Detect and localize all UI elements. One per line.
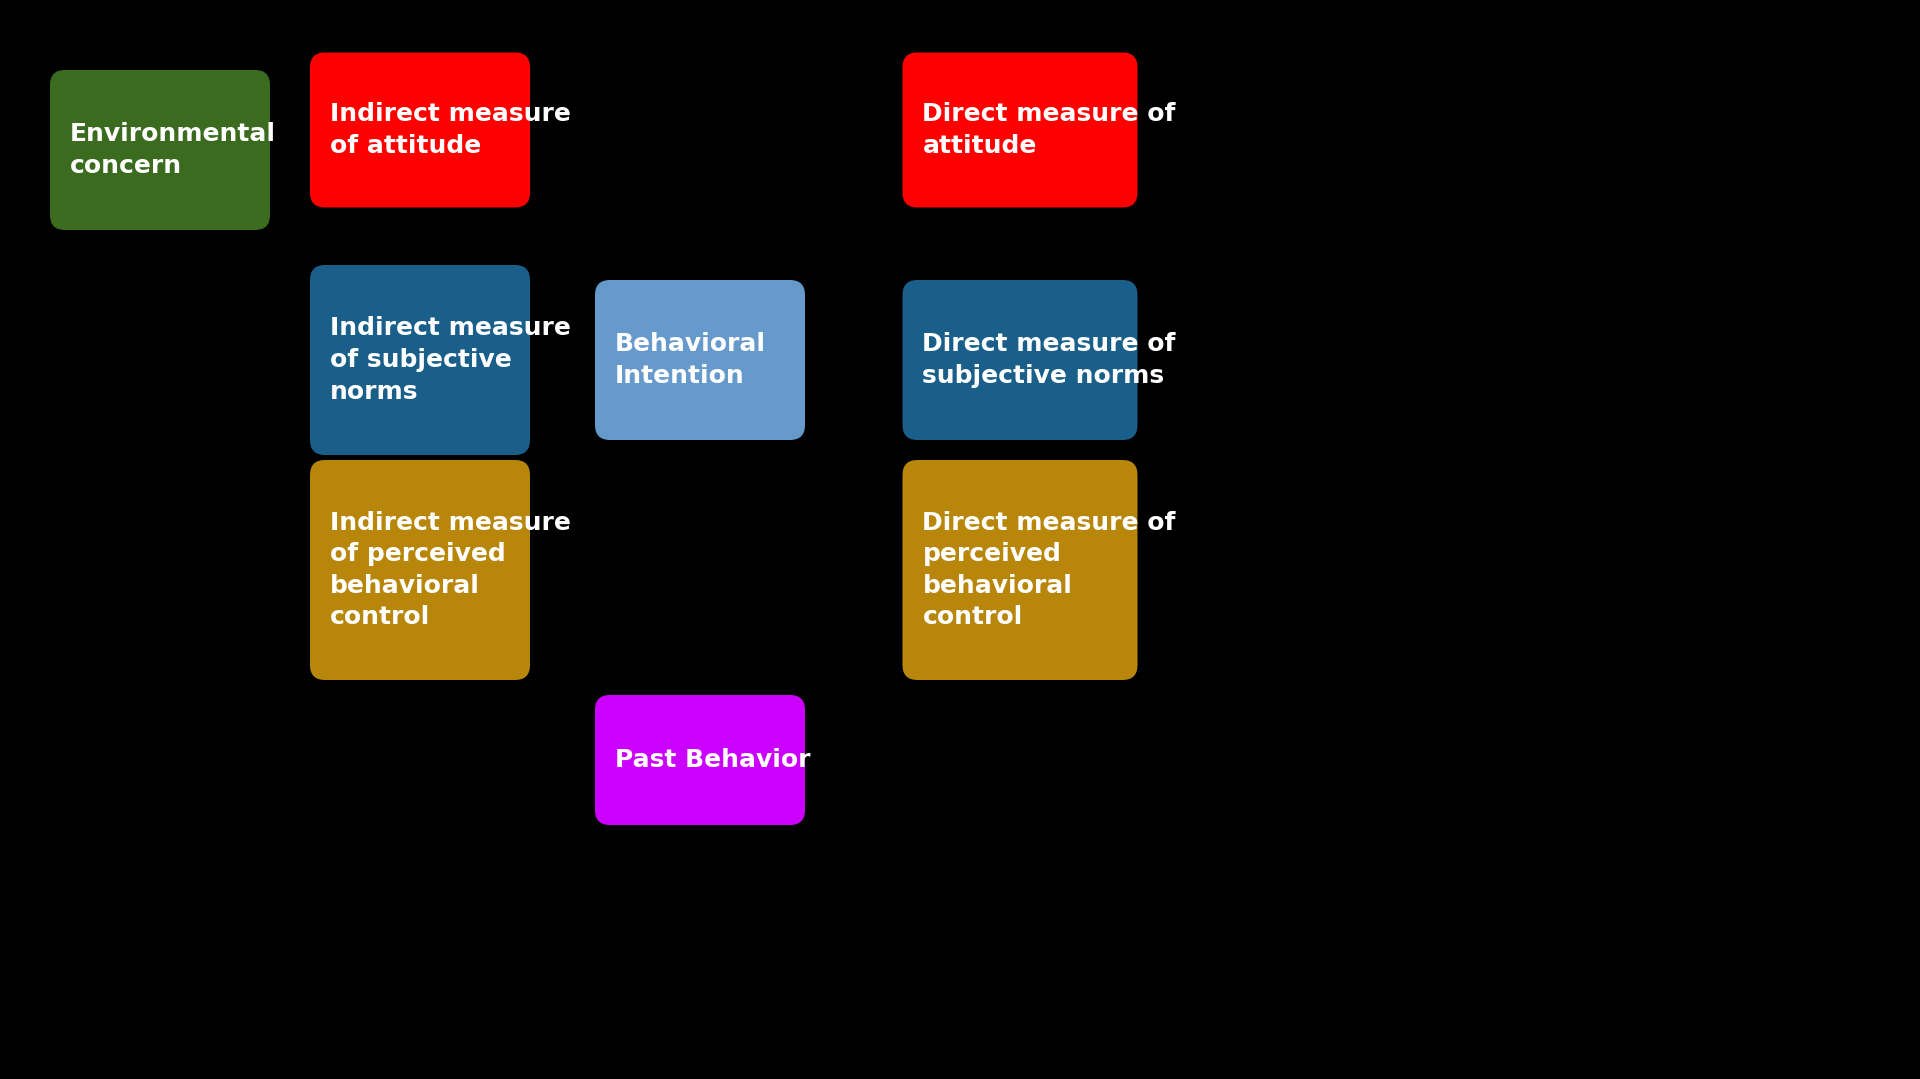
Text: Indirect measure
of perceived
behavioral
control: Indirect measure of perceived behavioral… [330, 510, 570, 629]
Text: Direct measure of
subjective norms: Direct measure of subjective norms [922, 332, 1175, 387]
Text: Direct measure of
attitude: Direct measure of attitude [922, 103, 1175, 158]
FancyBboxPatch shape [902, 460, 1137, 680]
Text: Environmental
concern: Environmental concern [69, 122, 276, 178]
FancyBboxPatch shape [595, 695, 804, 825]
Text: Direct measure of
perceived
behavioral
control: Direct measure of perceived behavioral c… [922, 510, 1175, 629]
FancyBboxPatch shape [902, 279, 1137, 440]
FancyBboxPatch shape [902, 53, 1137, 207]
Text: Behavioral
Intention: Behavioral Intention [614, 332, 766, 387]
FancyBboxPatch shape [309, 265, 530, 455]
FancyBboxPatch shape [50, 70, 271, 230]
FancyBboxPatch shape [309, 53, 530, 207]
FancyBboxPatch shape [309, 460, 530, 680]
Text: Indirect measure
of attitude: Indirect measure of attitude [330, 103, 570, 158]
Text: Past Behavior: Past Behavior [614, 748, 810, 771]
Text: Indirect measure
of subjective
norms: Indirect measure of subjective norms [330, 316, 570, 404]
FancyBboxPatch shape [595, 279, 804, 440]
